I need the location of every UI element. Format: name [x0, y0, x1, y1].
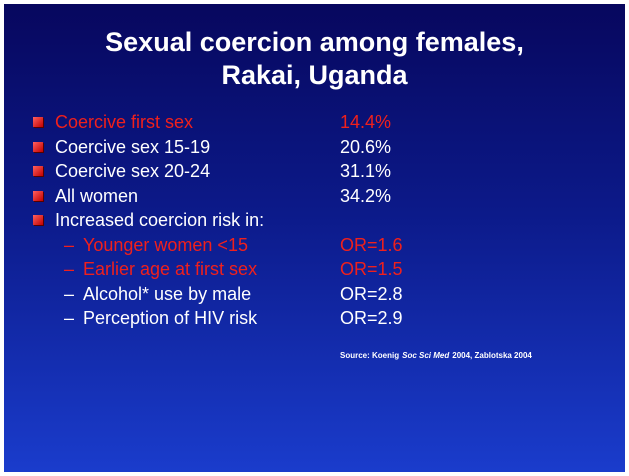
bullet-dash: – — [64, 234, 75, 255]
item-label: Coercive first sex — [55, 112, 194, 132]
item-label: Perception of HIV risk — [83, 308, 258, 328]
slide-title: Sexual coercion among females, Rakai, Ug… — [4, 26, 625, 92]
item-label: All women — [55, 185, 139, 206]
source-text: 2004, Zablotska 2004 — [452, 351, 532, 360]
bullet-dash: – — [64, 308, 75, 328]
item-value: OR=2.8 — [340, 283, 403, 304]
bullet-square — [33, 166, 43, 176]
item-label: Younger women <15 — [83, 234, 248, 255]
title-line: Sexual coercion among females, — [105, 27, 524, 57]
title-line: Rakai, Uganda — [221, 60, 408, 90]
bullet-square — [33, 215, 43, 225]
source-note: Source: Koenig Soc Sci Med 2004, Zablotska… — [340, 351, 532, 360]
item-value: 34.2% — [340, 185, 392, 206]
bullet-square — [33, 141, 43, 152]
bullet-square — [33, 117, 43, 127]
item-label: Increased coercion risk in: — [55, 210, 265, 230]
bullet-dash: – — [64, 283, 75, 304]
item-value: OR=1.6 — [340, 234, 403, 255]
item-value: 31.1% — [340, 161, 392, 181]
bullet-square — [33, 190, 43, 201]
source-text: Source: Koenig — [340, 351, 400, 360]
bullet-dash: – — [64, 259, 75, 279]
item-value: OR=2.9 — [340, 308, 403, 328]
journal: Soc Sci Med — [402, 351, 450, 360]
item-label: Coercive sex 15-19 — [55, 136, 211, 157]
item-value: OR=1.5 — [340, 259, 403, 279]
item-value: 20.6% — [340, 136, 392, 157]
item-value: 14.4% — [340, 112, 392, 132]
item-label: Coercive sex 20-24 — [55, 161, 211, 181]
item-label: Alcohol* use by male — [83, 283, 252, 304]
item-label: Earlier age at first sex — [83, 259, 258, 279]
